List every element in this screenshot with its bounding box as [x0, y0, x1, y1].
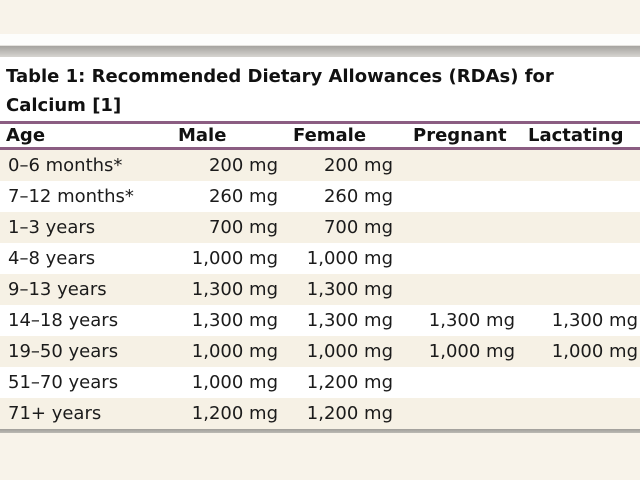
- pregnant-cell: 1,000 mg: [428, 341, 515, 362]
- age-cell: 71+ years: [8, 403, 102, 424]
- column-header-age: Age: [0, 121, 178, 150]
- lactating-cell: [515, 212, 640, 243]
- age-cell: 51–70 years: [8, 372, 119, 393]
- male-cell: 1,000 mg: [191, 372, 278, 393]
- column-header-pregnant: Pregnant: [393, 121, 515, 150]
- lactating-cell: [515, 367, 640, 398]
- pregnant-cell: [393, 181, 515, 212]
- column-header-lactating: Lactating: [515, 121, 640, 150]
- pregnant-cell: [393, 149, 515, 182]
- male-cell: 260 mg: [208, 186, 278, 207]
- lactating-cell: 1,300 mg: [551, 310, 638, 331]
- page-bottom-margin: [0, 433, 640, 480]
- pregnant-cell: [393, 274, 515, 305]
- male-cell: 700 mg: [208, 217, 278, 238]
- female-cell: 700 mg: [323, 217, 393, 238]
- table-row: 7–12 months* 260 mg 260 mg: [0, 181, 640, 212]
- window-edge-strip: [0, 34, 640, 46]
- lactating-cell: 1,000 mg: [551, 341, 638, 362]
- female-cell: 1,200 mg: [306, 403, 393, 424]
- male-cell: 1,000 mg: [191, 248, 278, 269]
- male-cell: 1,200 mg: [191, 403, 278, 424]
- document-content: Table 1: Recommended Dietary Allowances …: [0, 57, 640, 429]
- female-cell: 1,000 mg: [306, 248, 393, 269]
- table-header-row: Age Male Female Pregnant Lactating: [0, 121, 640, 150]
- table-row: 4–8 years 1,000 mg 1,000 mg: [0, 243, 640, 274]
- table-row: 51–70 years 1,000 mg 1,200 mg: [0, 367, 640, 398]
- bottom-divider-line: [0, 429, 640, 433]
- page-top-margin: [0, 0, 640, 34]
- lactating-cell: [515, 274, 640, 305]
- age-cell: 0–6 months*: [8, 155, 123, 176]
- female-cell: 1,300 mg: [306, 279, 393, 300]
- age-cell: 7–12 months*: [8, 186, 134, 207]
- male-cell: 1,300 mg: [191, 310, 278, 331]
- lactating-cell: [515, 181, 640, 212]
- lactating-cell: [515, 149, 640, 182]
- table-row: 14–18 years 1,300 mg 1,300 mg 1,300 mg 1…: [0, 305, 640, 336]
- table-title: Table 1: Recommended Dietary Allowances …: [6, 66, 554, 116]
- table-row: 19–50 years 1,000 mg 1,000 mg 1,000 mg 1…: [0, 336, 640, 367]
- lactating-cell: [515, 243, 640, 274]
- pregnant-cell: [393, 243, 515, 274]
- pregnant-cell: [393, 398, 515, 429]
- female-cell: 1,200 mg: [306, 372, 393, 393]
- male-cell: 1,300 mg: [191, 279, 278, 300]
- column-header-male: Male: [178, 121, 278, 150]
- female-cell: 200 mg: [323, 155, 393, 176]
- table-row: 9–13 years 1,300 mg 1,300 mg: [0, 274, 640, 305]
- table-row: 71+ years 1,200 mg 1,200 mg: [0, 398, 640, 429]
- female-cell: 1,000 mg: [306, 341, 393, 362]
- male-cell: 200 mg: [208, 155, 278, 176]
- age-cell: 14–18 years: [8, 310, 119, 331]
- male-cell: 1,000 mg: [191, 341, 278, 362]
- age-cell: 4–8 years: [8, 248, 96, 269]
- table-row: 1–3 years 700 mg 700 mg: [0, 212, 640, 243]
- age-cell: 9–13 years: [8, 279, 107, 300]
- female-cell: 260 mg: [323, 186, 393, 207]
- female-cell: 1,300 mg: [306, 310, 393, 331]
- lactating-cell: [515, 398, 640, 429]
- horizontal-divider-bar[interactable]: [0, 46, 640, 57]
- pregnant-cell: [393, 367, 515, 398]
- pregnant-cell: [393, 212, 515, 243]
- pregnant-cell: 1,300 mg: [428, 310, 515, 331]
- column-header-female: Female: [278, 121, 393, 150]
- table-row: 0–6 months* 200 mg 200 mg: [0, 148, 640, 182]
- age-cell: 1–3 years: [8, 217, 96, 238]
- rda-calcium-table: Age Male Female Pregnant Lactating 0–6 m…: [0, 121, 640, 429]
- age-cell: 19–50 years: [8, 341, 119, 362]
